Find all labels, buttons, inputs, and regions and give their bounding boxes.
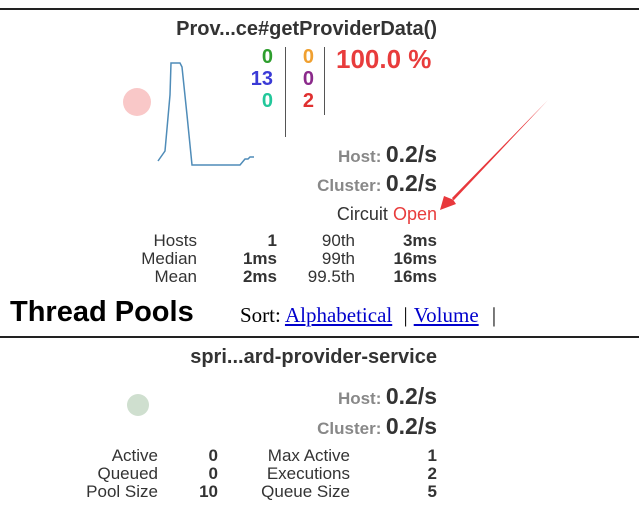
- pool-stat-label: Pool Size: [86, 482, 158, 501]
- cluster-rate-label: Cluster:: [317, 176, 382, 195]
- pool-host-rate-label: Host:: [337, 389, 382, 408]
- pool-stat-value: 10: [199, 482, 218, 501]
- host-rate-value: 0.2/s: [385, 141, 437, 167]
- pool-stats-row: Queued 0 Executions 2: [60, 465, 440, 483]
- pool-stat-label: Active: [111, 446, 158, 465]
- bad-request-count: 0: [261, 90, 273, 112]
- pool-health-circle: [127, 394, 149, 416]
- sort-volume-link[interactable]: Volume: [413, 303, 479, 327]
- pool-stat-value: 0: [208, 464, 218, 483]
- health-circle: [123, 88, 151, 116]
- sort-separator: |: [491, 303, 497, 327]
- latency-stats: Hosts 1 90th 3ms Median 1ms 99th 16ms Me…: [100, 232, 440, 286]
- pool-cluster-rate-value: 0.2/s: [385, 413, 437, 439]
- percentile-value: 16ms: [393, 249, 437, 268]
- command-title: Prov...ce#getProviderData(): [176, 18, 437, 40]
- pool-host-rate-value: 0.2/s: [385, 383, 437, 409]
- pool-stat-value-2: 5: [427, 482, 437, 501]
- success-count: 0: [261, 46, 273, 68]
- cluster-rate-row: Cluster: 0.2/s: [317, 170, 437, 197]
- circuit-status-row: Circuit Open: [337, 204, 437, 225]
- stat-value: 2ms: [242, 267, 277, 286]
- pool-stats-row: Active 0 Max Active 1: [60, 447, 440, 465]
- pool-cluster-rate-label: Cluster:: [317, 419, 382, 438]
- pool-stat-value: 0: [208, 446, 218, 465]
- thread-pools-divider: [0, 336, 639, 338]
- counts-divider-2: [324, 47, 325, 115]
- top-divider: [0, 8, 639, 10]
- sort-bar: Sort: Alphabetical | Volume |: [240, 303, 496, 328]
- pool-title: spri...ard-provider-service: [190, 346, 437, 368]
- pool-cluster-rate-row: Cluster: 0.2/s: [317, 413, 437, 440]
- stat-value: 1ms: [242, 249, 277, 268]
- percentile-label: 99th: [321, 249, 355, 268]
- traffic-sparkline: [157, 62, 254, 166]
- annotation-arrow: [440, 100, 548, 210]
- pool-stats: Active 0 Max Active 1 Queued 0 Execution…: [60, 447, 440, 501]
- host-rate-label: Host:: [337, 147, 382, 166]
- stat-value: 1: [267, 231, 277, 250]
- percentile-label: 90th: [321, 231, 355, 250]
- cluster-rate-value: 0.2/s: [385, 170, 437, 196]
- pool-stat-value-2: 1: [427, 446, 437, 465]
- stats-row: Median 1ms 99th 16ms: [100, 250, 440, 268]
- pool-stat-label-2: Executions: [266, 464, 350, 483]
- pool-stat-label-2: Max Active: [267, 446, 350, 465]
- sort-alphabetical-link[interactable]: Alphabetical: [284, 303, 393, 327]
- stat-label: Hosts: [153, 231, 197, 250]
- rejected-count: 0: [302, 68, 314, 90]
- stats-row: Mean 2ms 99.5th 16ms: [100, 268, 440, 286]
- timeout-count: 0: [302, 46, 314, 68]
- circuit-status-value: Open: [392, 204, 437, 224]
- thread-pools-heading: Thread Pools: [10, 296, 194, 328]
- counts-right: 0 0 2: [289, 46, 314, 112]
- sort-separator: |: [403, 303, 408, 327]
- host-rate-row: Host: 0.2/s: [338, 141, 437, 168]
- pool-stats-row: Pool Size 10 Queue Size 5: [60, 483, 440, 501]
- stat-label: Median: [141, 249, 197, 268]
- sort-label: Sort:: [240, 303, 281, 327]
- percentile-label: 99.5th: [307, 267, 355, 286]
- stats-row: Hosts 1 90th 3ms: [100, 232, 440, 250]
- percentile-value: 16ms: [393, 267, 437, 286]
- error-percentage: 100.0 %: [336, 44, 432, 74]
- pool-stat-label: Queued: [97, 464, 159, 483]
- counts-left: 0 13 0: [240, 46, 273, 112]
- counts-divider-1: [285, 47, 286, 137]
- failure-count: 2: [302, 90, 314, 112]
- pool-stat-label-2: Queue Size: [261, 482, 350, 501]
- circuit-label: Circuit: [336, 204, 388, 224]
- short-circuited-count: 13: [250, 68, 273, 90]
- percentile-value: 3ms: [402, 231, 437, 250]
- stat-label: Mean: [154, 267, 197, 286]
- pool-stat-value-2: 2: [427, 464, 437, 483]
- pool-host-rate-row: Host: 0.2/s: [338, 383, 437, 410]
